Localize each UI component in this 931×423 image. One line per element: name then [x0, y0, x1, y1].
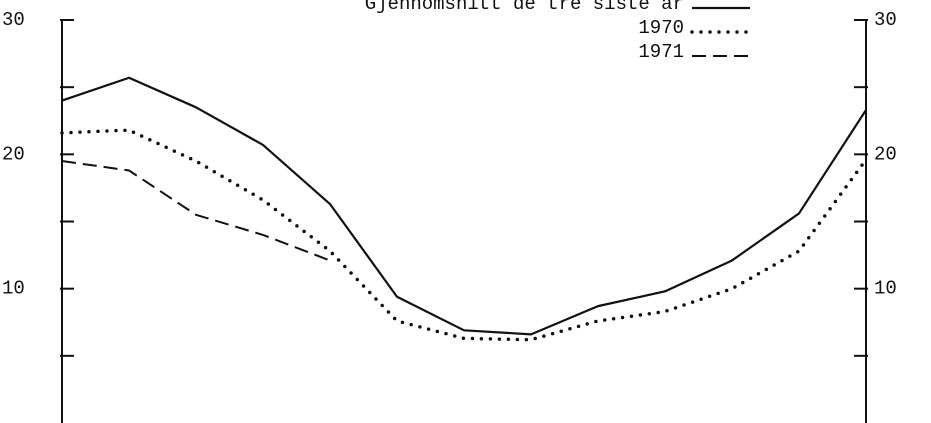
- y2-tick-label: 10: [874, 278, 897, 300]
- legend-label: 1970: [638, 17, 684, 39]
- legend-label: 1971: [638, 41, 684, 63]
- y-tick-label: 30: [2, 9, 25, 31]
- y2-tick-label: 30: [874, 9, 897, 31]
- series-line: [61, 160, 331, 262]
- series-line: [60, 128, 868, 342]
- y-tick-label: 20: [2, 143, 25, 165]
- y2-tick-label: 20: [874, 143, 897, 165]
- legend-label: Gjennomsnitt de tre siste år: [365, 0, 684, 15]
- series-line: [61, 76, 867, 336]
- y-tick-label: 10: [2, 278, 25, 300]
